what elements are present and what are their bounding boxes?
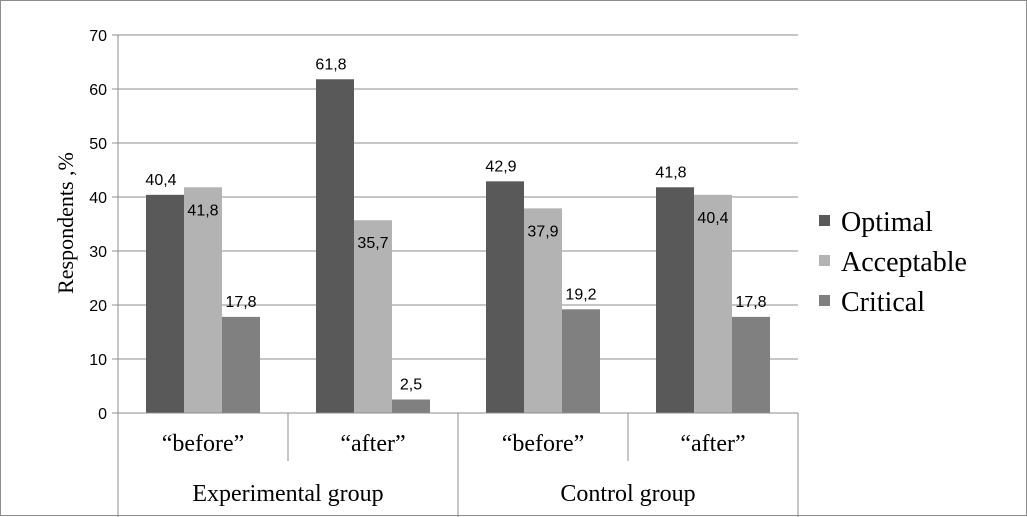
bar (732, 316, 770, 413)
bar (354, 220, 392, 413)
bar (146, 194, 184, 413)
legend-label: Optimal (841, 207, 933, 238)
legend-swatch (819, 215, 830, 226)
legend-label: Acceptable (841, 247, 967, 278)
x-category-label: “before” (502, 431, 585, 457)
y-tick-label: 50 (89, 136, 107, 153)
data-label: 40,4 (145, 172, 176, 189)
bar (316, 79, 354, 413)
y-tick-label: 20 (89, 298, 107, 315)
y-tick-label: 10 (89, 352, 107, 369)
y-tick-label: 40 (89, 190, 107, 207)
bar (694, 194, 732, 413)
data-label: 35,7 (357, 235, 388, 252)
y-tick-label: 30 (89, 244, 107, 261)
data-label: 17,8 (735, 294, 766, 311)
bar (392, 399, 430, 413)
x-group-label: Control group (560, 481, 695, 507)
legend-label: Critical (841, 287, 925, 318)
legend-swatch (819, 295, 830, 306)
data-label: 37,9 (527, 223, 558, 240)
data-label: 41,8 (187, 202, 218, 219)
y-axis-title: Respondents ,% (53, 152, 78, 294)
data-label: 19,2 (565, 286, 596, 303)
bar (656, 187, 694, 413)
data-label: 17,8 (225, 294, 256, 311)
x-group-label: Experimental group (192, 481, 383, 507)
x-category-label: “after” (340, 431, 405, 457)
data-label: 42,9 (485, 158, 516, 175)
bar (486, 181, 524, 413)
x-category-label: “before” (162, 431, 245, 457)
bar (184, 187, 222, 413)
bar (222, 316, 260, 413)
y-tick-label: 70 (89, 28, 107, 45)
bar (524, 208, 562, 413)
data-label: 2,5 (400, 377, 422, 394)
x-category-label: “after” (680, 431, 745, 457)
data-label: 61,8 (315, 56, 346, 73)
legend-swatch (819, 255, 830, 266)
data-label: 41,8 (655, 164, 686, 181)
y-tick-label: 60 (89, 82, 107, 99)
bar (562, 309, 600, 413)
data-label: 40,4 (697, 210, 728, 227)
y-tick-label: 0 (98, 406, 107, 423)
